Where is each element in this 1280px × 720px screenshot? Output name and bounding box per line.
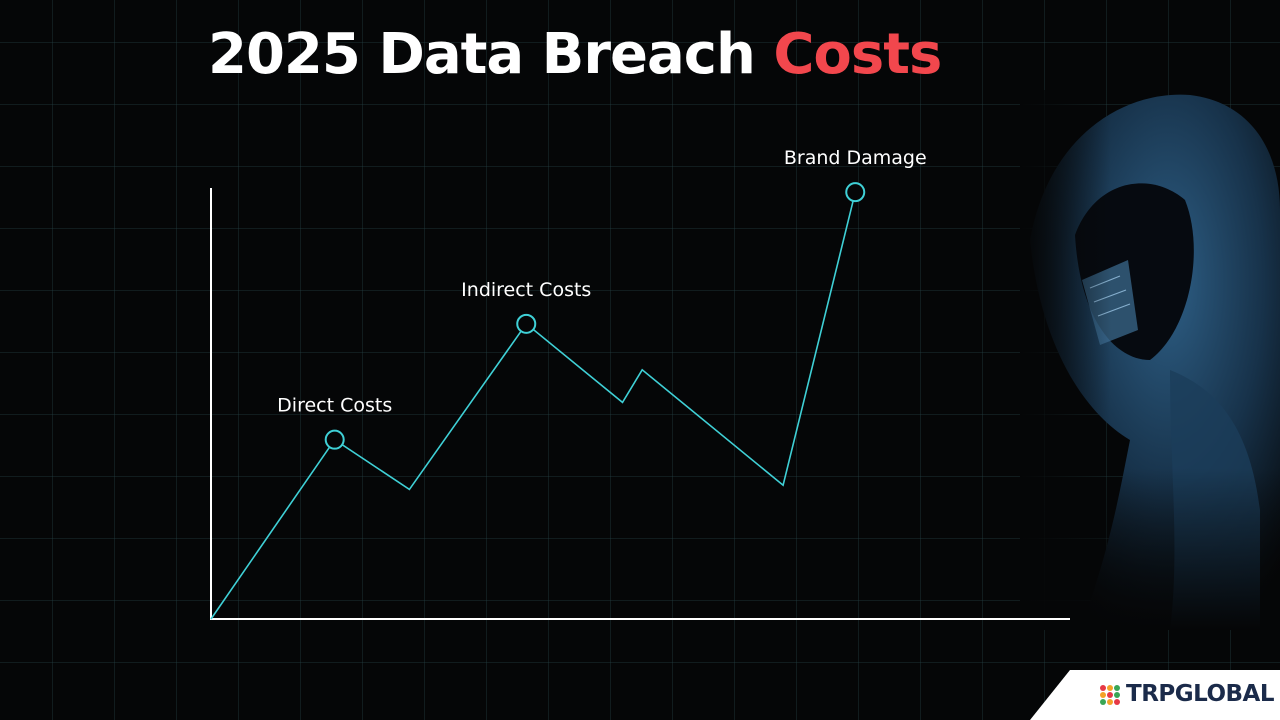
brand-dot [1100,699,1106,705]
brand-dot [1114,692,1120,698]
data-point-label: Indirect Costs [461,279,591,301]
brand-logo-panel: TRPGLOBAL [1030,670,1280,720]
data-point-label: Brand Damage [784,147,927,169]
data-point-marker [845,182,866,203]
data-markers: Direct Costs Indirect Costs Brand Damage [277,147,927,450]
title-accent: Costs [773,22,942,87]
hooded-hacker-figure [1020,90,1280,630]
data-point-marker [324,429,345,450]
brand-dot [1107,699,1113,705]
brand-dot [1107,692,1113,698]
brand-name: TRPGLOBAL [1126,681,1275,707]
brand-dot [1107,685,1113,691]
series-line [210,191,857,620]
brand-dot [1100,685,1106,691]
data-point-marker [516,313,537,334]
data-point-label: Direct Costs [277,395,392,417]
brand-dots-icon [1100,685,1120,705]
title-main: 2025 Data Breach [208,22,756,87]
brand-dot [1100,692,1106,698]
brand-dot [1114,699,1120,705]
brand-dot [1114,685,1120,691]
page-title: 2025 Data Breach Costs [208,22,942,87]
